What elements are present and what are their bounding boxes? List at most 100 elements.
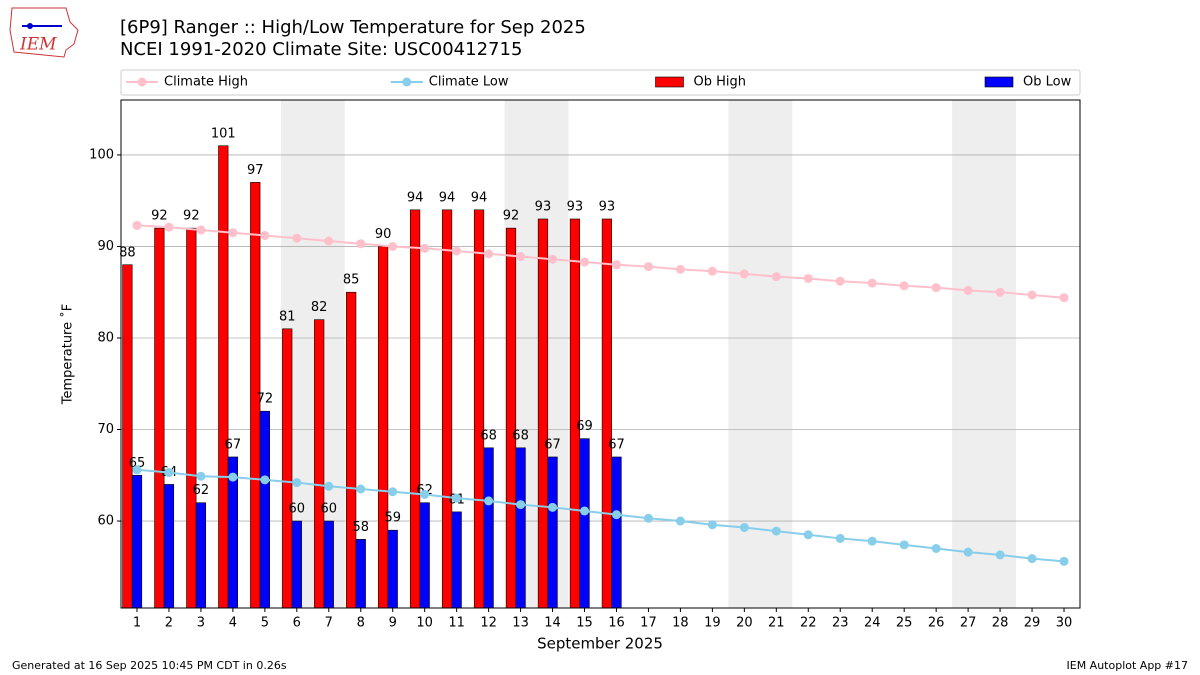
x-tick-label: 21 [768, 616, 785, 631]
point [356, 484, 366, 494]
footer-right: IEM Autoplot App #17 [1067, 659, 1189, 672]
x-tick-label: 24 [864, 616, 881, 631]
point [164, 222, 174, 232]
data-label: 62 [193, 483, 210, 498]
data-label: 93 [599, 199, 616, 214]
bar [355, 539, 366, 609]
x-tick-label: 12 [480, 616, 497, 631]
point [420, 243, 430, 253]
bar [515, 447, 526, 609]
data-label: 67 [225, 437, 242, 452]
bar [259, 410, 270, 609]
point [196, 471, 206, 481]
data-label: 58 [352, 520, 369, 535]
point [707, 520, 717, 530]
point [516, 252, 526, 262]
bar [163, 484, 175, 609]
bar [409, 209, 421, 609]
legend-swatch [984, 76, 1014, 88]
bar [451, 511, 462, 609]
bar [483, 447, 494, 609]
bar [569, 218, 581, 609]
y-axis-label: Temperature ˚F [60, 304, 76, 405]
point [324, 481, 334, 491]
y-tick-label: 70 [97, 422, 114, 437]
point [548, 254, 558, 264]
point [643, 262, 653, 272]
point [580, 257, 590, 267]
point [771, 526, 781, 536]
x-tick-label: 4 [229, 616, 237, 631]
legend-label: Climate Low [429, 75, 509, 90]
point [1027, 290, 1037, 300]
point [228, 228, 238, 238]
bar [291, 520, 302, 609]
bar [195, 502, 207, 609]
point [484, 249, 494, 259]
x-tick-label: 15 [576, 616, 593, 631]
logo-text: IEM [19, 35, 57, 55]
point [739, 522, 749, 532]
x-tick-label: 8 [357, 616, 365, 631]
point [292, 478, 302, 488]
point [580, 506, 590, 516]
x-tick-label: 1 [133, 616, 141, 631]
point [1027, 554, 1037, 564]
data-label: 97 [247, 163, 264, 178]
x-tick-label: 11 [448, 616, 465, 631]
bar [473, 209, 485, 609]
bar [218, 145, 229, 609]
legend-marker [137, 77, 147, 87]
legend-label: Ob High [694, 75, 747, 90]
point [452, 493, 462, 503]
data-label: 94 [471, 190, 488, 205]
legend-item: Ob High [655, 75, 747, 90]
data-label: 101 [211, 126, 236, 141]
point [611, 510, 621, 520]
point [803, 530, 813, 540]
data-label: 93 [567, 199, 584, 214]
chart-title: [6P9] Ranger :: High/Low Temperature for… [120, 17, 586, 38]
bar [186, 227, 197, 609]
bar [323, 520, 334, 609]
point [484, 496, 494, 506]
bar [378, 246, 389, 609]
data-label: 60 [289, 502, 306, 517]
bar [601, 218, 612, 609]
x-axis-label: September 2025 [537, 635, 663, 653]
x-tick-label: 25 [896, 616, 913, 631]
bar [122, 264, 133, 609]
point [675, 264, 685, 274]
x-tick-label: 28 [992, 616, 1009, 631]
logo-dot [27, 23, 33, 29]
data-label: 88 [119, 245, 136, 260]
point [388, 241, 398, 251]
point [516, 500, 526, 510]
point [675, 516, 685, 526]
point [867, 536, 877, 546]
x-tick-label: 9 [389, 616, 397, 631]
data-label: 93 [535, 199, 552, 214]
point [835, 533, 845, 543]
point [899, 540, 909, 550]
point [643, 513, 653, 523]
bar [611, 456, 622, 609]
logo: IEM [9, 7, 79, 58]
data-label: 69 [576, 419, 593, 434]
point [388, 487, 398, 497]
point [196, 225, 206, 235]
data-label: 92 [503, 209, 520, 224]
point [132, 465, 142, 475]
data-label: 60 [321, 502, 338, 517]
data-label: 65 [129, 456, 146, 471]
bar [346, 291, 357, 609]
point [548, 502, 558, 512]
data-label: 94 [439, 190, 456, 205]
bar [387, 529, 398, 609]
x-tick-label: 2 [165, 616, 173, 631]
point [995, 550, 1005, 560]
bar [419, 502, 430, 609]
x-tick-label: 26 [928, 616, 945, 631]
point [260, 475, 270, 485]
bar [131, 474, 143, 609]
